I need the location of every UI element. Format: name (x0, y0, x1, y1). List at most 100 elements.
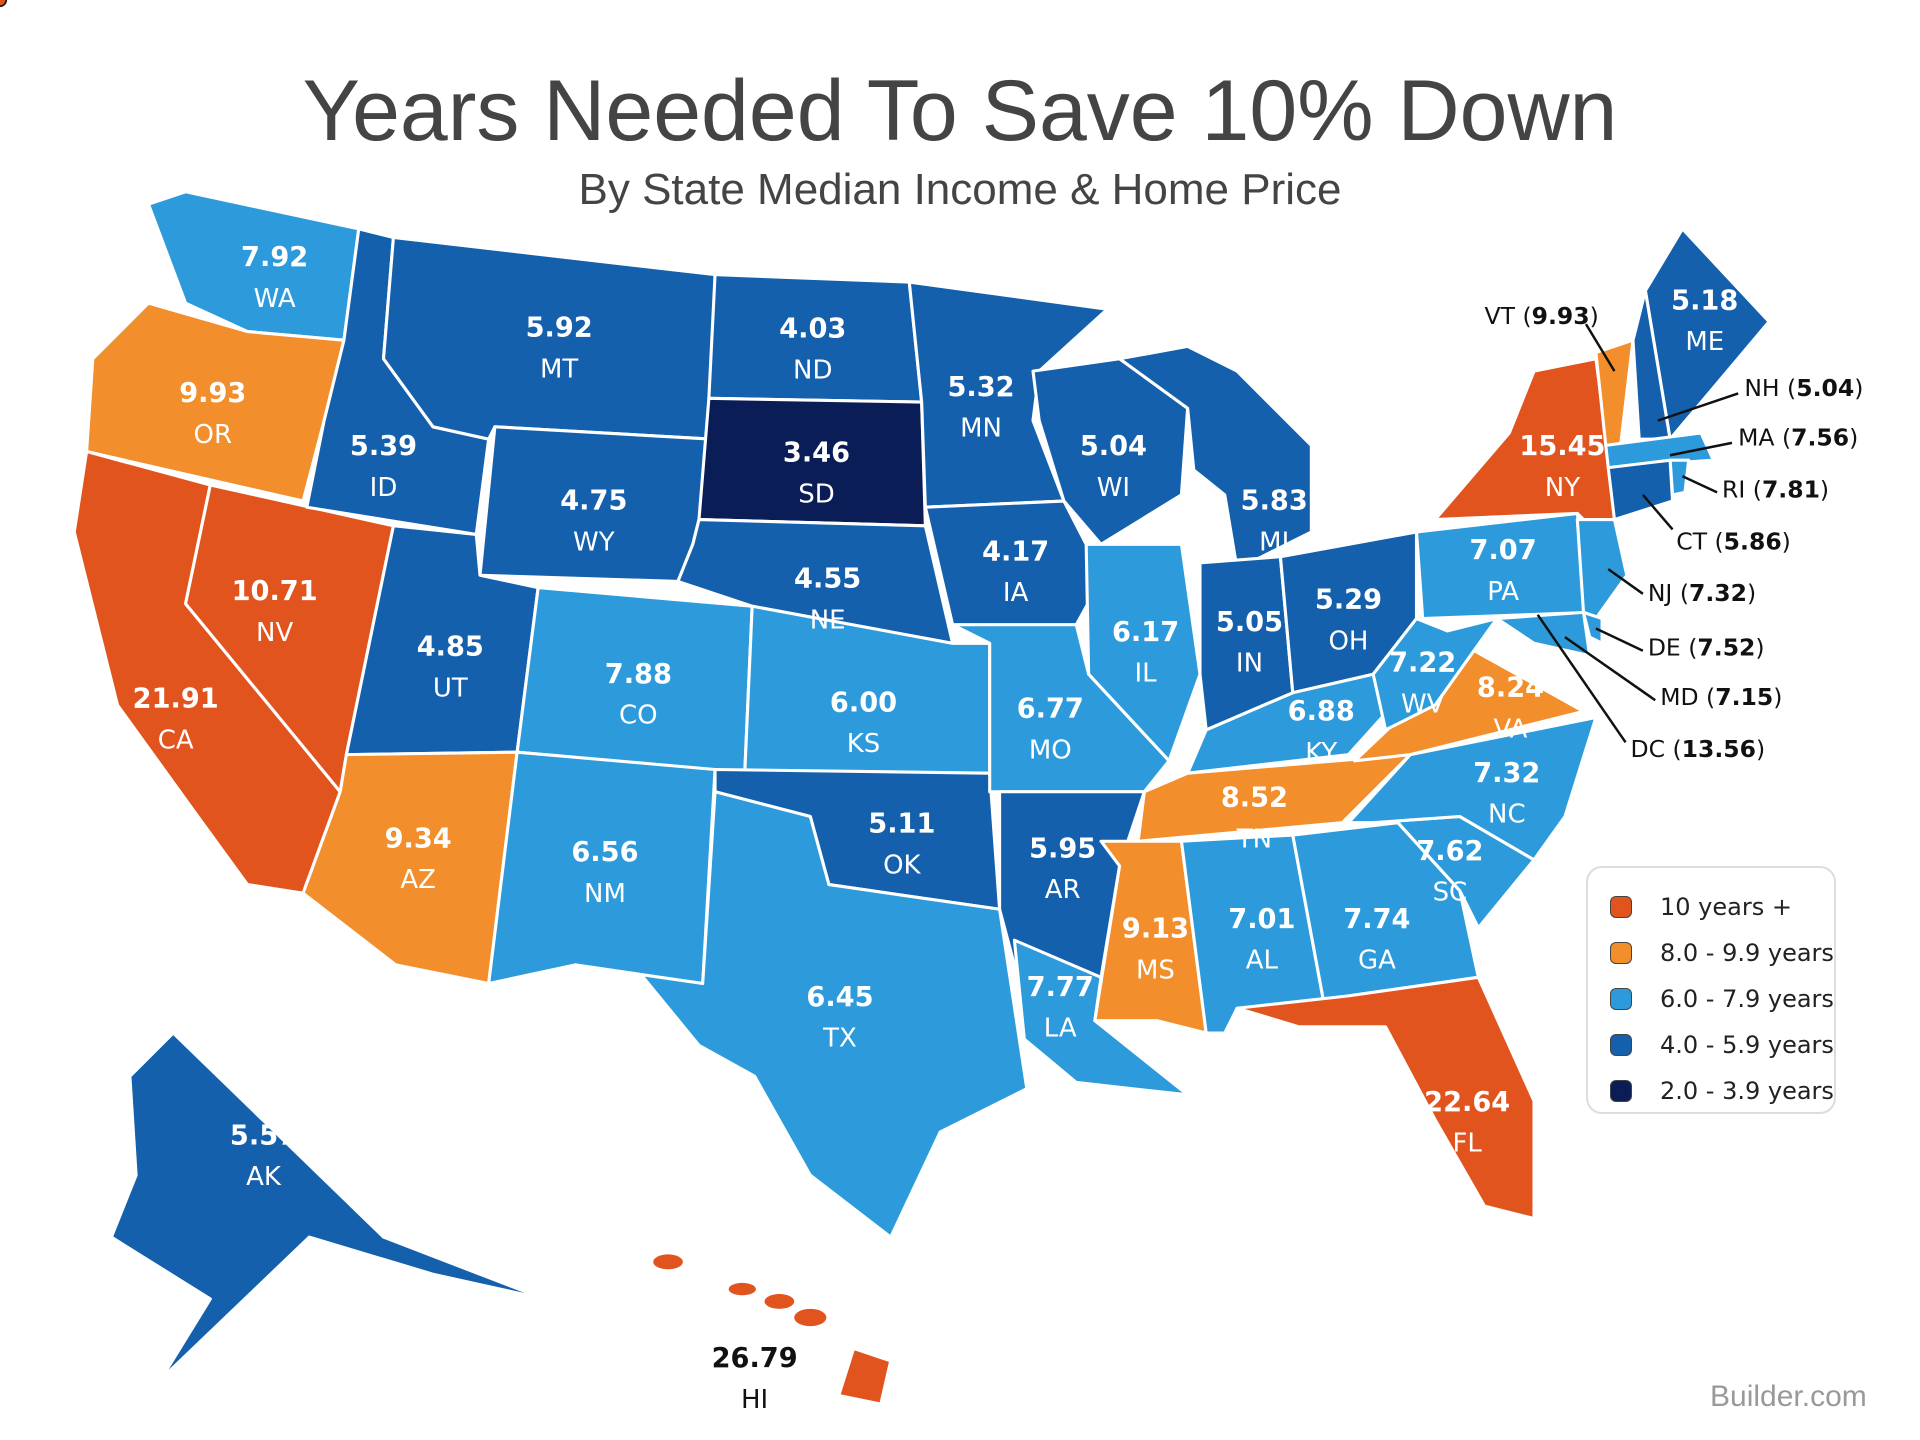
legend-item: 4.0 - 5.9 years (1610, 1022, 1834, 1068)
state-value-label: 7.92 (241, 242, 308, 273)
callout-value: 9.93 (1532, 302, 1590, 330)
state-abbr-label: NC (1488, 800, 1526, 830)
state-tn (1136, 753, 1412, 843)
callout-line (1564, 636, 1656, 702)
legend-item: 2.0 - 3.9 years (1610, 1068, 1834, 1114)
state-fl (1235, 975, 1536, 1221)
callout-label-nh: NH (5.04) (1744, 374, 1863, 402)
state-value-label: 7.22 (1389, 648, 1456, 679)
legend-item: 6.0 - 7.9 years (1610, 976, 1834, 1022)
state-de (1581, 610, 1604, 645)
state-value-label: 5.39 (350, 431, 417, 462)
state-hi-island (653, 1254, 683, 1270)
callout-value: 7.15 (1715, 683, 1773, 711)
state-value-label: 5.95 (1029, 833, 1096, 864)
callout-line (1584, 323, 1616, 372)
state-abbr-label: OH (1328, 626, 1368, 656)
state-abbr-label: AL (1246, 946, 1279, 976)
legend-swatch (1610, 988, 1632, 1010)
state-value-label: 8.52 (1221, 783, 1288, 814)
state-or (85, 301, 346, 503)
state-abbr-label: AZ (400, 865, 436, 895)
callout-paren: ( (1775, 423, 1792, 451)
callout-line (1657, 392, 1739, 422)
state-hi-island (728, 1282, 756, 1296)
state-abbr-label: PA (1487, 577, 1519, 607)
state-value-label: 7.88 (605, 659, 672, 690)
state-hi-island (794, 1308, 827, 1327)
callout-paren: ( (1681, 634, 1698, 662)
callout-paren: ( (1745, 475, 1762, 503)
callout-line (1607, 568, 1644, 595)
state-abbr-label: MT (540, 354, 578, 384)
callout-abbr: NJ (1648, 579, 1673, 607)
state-abbr-label: ND (793, 356, 832, 386)
state-value-label: 5.11 (868, 809, 935, 840)
state-value-label: 5.92 (526, 312, 593, 343)
legend-item: 10 years + (1610, 884, 1834, 930)
callout-value: 5.04 (1796, 374, 1854, 402)
state-abbr-label: WI (1097, 473, 1130, 503)
callout-paren: ( (1515, 302, 1532, 330)
state-value-label: 7.32 (1473, 758, 1540, 789)
state-value-label: 26.79 (712, 1343, 798, 1374)
state-nj (1575, 518, 1629, 621)
state-value-label: 22.64 (1424, 1087, 1510, 1118)
state-abbr-label: IL (1134, 659, 1157, 689)
callout-label-vt: VT (9.93) (1485, 302, 1599, 330)
state-value-label: 6.77 (1017, 694, 1084, 725)
state-value-label: 5.83 (1241, 486, 1308, 517)
state-value-label: 5.32 (947, 372, 1014, 403)
legend-item: 8.0 - 9.9 years (1610, 930, 1834, 976)
state-value-label: 3.46 (783, 437, 850, 468)
legend-label: 10 years + (1660, 893, 1792, 921)
state-abbr-label: WY (573, 528, 615, 558)
state-value-label: 9.93 (179, 378, 246, 409)
state-value-label: 7.01 (1228, 904, 1295, 935)
state-abbr-label: MI (1259, 528, 1289, 558)
state-value-label: 6.88 (1288, 696, 1355, 727)
state-hi (837, 1346, 893, 1406)
state-mo (951, 623, 1171, 794)
state-value-label: 6.00 (830, 687, 897, 718)
state-md (1495, 610, 1592, 658)
state-abbr-label: LA (1044, 1014, 1077, 1044)
callout-value: 7.32 (1689, 579, 1747, 607)
state-abbr-label: CO (619, 701, 658, 731)
state-abbr-label: FL (1453, 1129, 1483, 1159)
state-abbr-label: IN (1236, 649, 1263, 679)
callout-abbr: MD (1660, 683, 1698, 711)
state-value-label: 5.29 (1315, 585, 1382, 616)
state-abbr-label: KY (1305, 738, 1337, 768)
state-value-label: 7.77 (1027, 972, 1094, 1003)
callout-paren: ) (1747, 579, 1756, 607)
callout-paren: ) (1773, 683, 1782, 711)
state-hi-island (764, 1294, 795, 1309)
state-abbr-label: MS (1136, 956, 1175, 986)
state-abbr-label: ME (1685, 327, 1724, 357)
state-abbr-label: NV (256, 618, 293, 648)
callout-paren: ( (1665, 735, 1682, 763)
state-value-label: 4.75 (560, 486, 627, 517)
callout-paren: ( (1699, 683, 1716, 711)
state-value-label: 9.13 (1122, 914, 1189, 945)
state-abbr-label: NE (810, 605, 846, 635)
callout-paren: ( (1780, 374, 1797, 402)
callout-label-nj: NJ (7.32) (1648, 579, 1756, 607)
state-value-label: 5.04 (1080, 431, 1147, 462)
callout-label-md: MD (7.15) (1660, 683, 1782, 711)
callout-label-ri: RI (7.81) (1722, 475, 1829, 503)
legend-label: 6.0 - 7.9 years (1660, 985, 1834, 1013)
state-abbr-label: OR (194, 420, 232, 450)
state-value-label: 6.56 (571, 837, 638, 868)
state-value-label: 4.03 (779, 314, 846, 345)
callout-abbr: MA (1738, 423, 1774, 451)
callout-abbr: DE (1648, 634, 1681, 662)
source-credit: Builder.com (1710, 1380, 1867, 1413)
state-abbr-label: AK (246, 1162, 282, 1192)
state-ak (109, 1031, 546, 1381)
state-abbr-label: SC (1433, 878, 1468, 908)
state-value-label: 7.74 (1343, 904, 1410, 935)
state-abbr-label: HI (741, 1385, 768, 1415)
callout-line (1641, 494, 1674, 531)
